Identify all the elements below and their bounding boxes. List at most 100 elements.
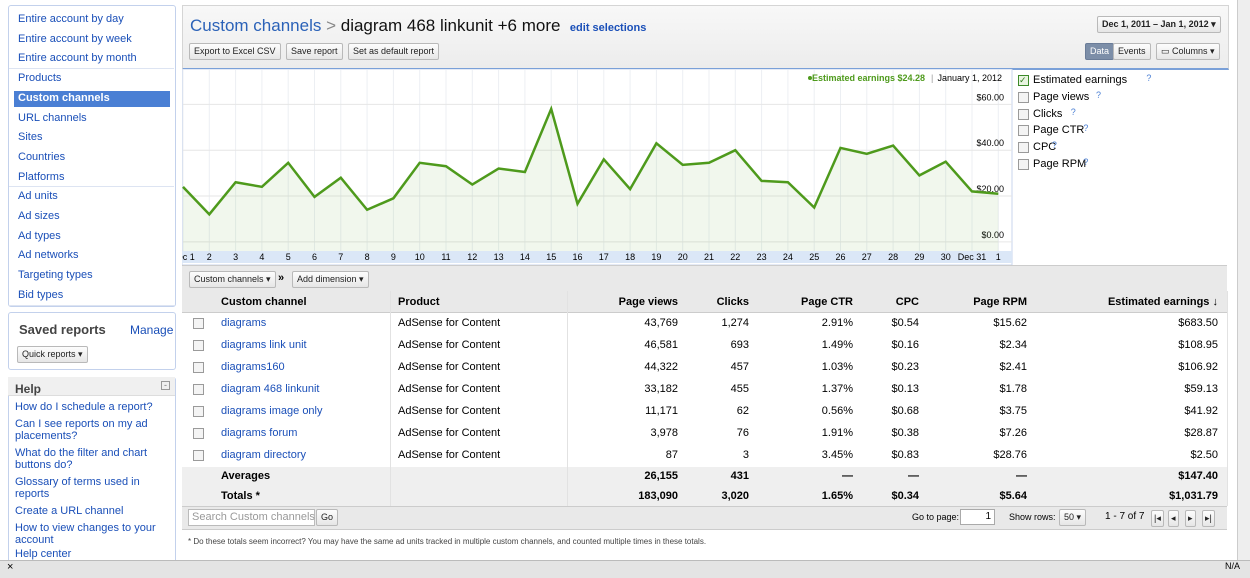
quick-reports-button[interactable]: Quick reports ▾ (17, 346, 88, 363)
metric-label: Page views (1033, 90, 1090, 103)
row-checkbox[interactable] (193, 362, 204, 373)
manage-link[interactable]: Manage (130, 323, 174, 337)
columns-button[interactable]: ▭ Columns ▾ (1156, 43, 1220, 60)
metric-checkbox[interactable] (1018, 125, 1029, 137)
label: Custom channels (194, 274, 264, 284)
channel-link[interactable]: diagrams (221, 317, 267, 329)
column-header[interactable]: Page CTR (801, 296, 853, 308)
metric-checkbox[interactable] (1018, 91, 1029, 103)
chart: Dec 123456789101112131415161718192021222… (182, 69, 1013, 265)
nav-link[interactable]: Ad units (18, 190, 58, 203)
column-header[interactable]: CPC (895, 296, 919, 308)
channel-link[interactable]: diagrams image only (221, 405, 323, 417)
row-checkbox[interactable] (193, 340, 204, 351)
table-cell: 62 (736, 405, 749, 417)
row-checkbox[interactable] (193, 406, 204, 417)
search-input[interactable]: Search Custom channels (188, 509, 315, 526)
toolbar-button[interactable]: Save report (286, 43, 343, 60)
summary-cell: 26,155 (644, 470, 678, 482)
help-link[interactable]: How do I schedule a report? (15, 401, 153, 413)
prev-page[interactable]: ◂ (1168, 510, 1179, 527)
nav-link[interactable]: Entire account by day (18, 13, 124, 25)
date-range-button[interactable]: Dec 1, 2011 – Jan 1, 2012 ▾ (1097, 16, 1221, 33)
collapse-icon[interactable]: - (161, 381, 170, 390)
table-cell: 46,581 (644, 339, 678, 351)
row-checkbox[interactable] (193, 318, 204, 329)
table-cell: AdSense for Content (398, 339, 501, 351)
nav-link[interactable]: URL channels (18, 111, 87, 124)
column-divider (390, 291, 391, 506)
page-input[interactable]: 1 (960, 509, 995, 525)
toolbar-button[interactable]: Set as default report (348, 43, 440, 60)
help-link[interactable]: Glossary of terms used in reports (15, 476, 140, 500)
metric-checkbox[interactable] (1018, 159, 1029, 170)
table-cell: 455 (730, 383, 749, 395)
annotation-date: January 1, 2012 (937, 73, 1002, 83)
table-row: diagram 468 linkunit AdSense for Content 3… (182, 379, 1227, 402)
table-cell: $108.95 (1178, 339, 1218, 351)
edit-link[interactable]: edit selections (569, 22, 647, 34)
nav-link[interactable]: Platforms (18, 170, 65, 183)
table-cell: $106.92 (1178, 361, 1218, 373)
help-link[interactable]: How to view changes to your account (15, 522, 156, 546)
table-cell: $0.23 (891, 361, 919, 373)
nav-link[interactable]: Ad types (18, 229, 61, 242)
x-tick-label: 20 (678, 252, 688, 262)
page-range: 1 - 7 of 7 (1105, 511, 1145, 522)
help-center-link[interactable]: Help center (15, 548, 72, 560)
close-icon[interactable]: × (7, 561, 14, 573)
row-checkbox[interactable] (193, 384, 204, 395)
table-cell: $0.68 (891, 405, 919, 417)
column-header[interactable]: Custom channel (221, 296, 307, 308)
metric-checkbox[interactable]: ✓ (1018, 75, 1029, 86)
row-checkbox[interactable] (193, 428, 204, 439)
x-tick-label: 27 (862, 252, 872, 262)
nav-link[interactable]: Bid types (18, 288, 64, 301)
table-cell: AdSense for Content (398, 427, 501, 439)
nav-link[interactable]: Entire account by month (18, 52, 137, 65)
column-divider (567, 291, 568, 506)
channel-link[interactable]: diagrams link unit (221, 339, 307, 351)
column-header[interactable]: Page views (618, 296, 678, 308)
help-link[interactable]: What do the filter and chart buttons do? (15, 447, 148, 471)
metric-checkbox[interactable] (1018, 108, 1029, 120)
nav-link[interactable]: Custom channels (14, 90, 170, 107)
nav-link[interactable]: Products (18, 72, 62, 85)
dimension-button[interactable]: Custom channels ▾ (189, 271, 276, 288)
first-page[interactable]: |◂ (1151, 510, 1164, 527)
x-tick-label: 16 (572, 252, 582, 262)
table-row: diagrams AdSense for Content 43,769 1,274 2.… (182, 313, 1227, 336)
data-tab[interactable]: Data (1085, 43, 1115, 60)
table-cell: 0.56% (821, 405, 853, 417)
column-header[interactable]: Product (398, 296, 440, 308)
table-cell: $28.87 (1184, 427, 1218, 439)
nav-link[interactable]: Entire account by week (18, 32, 132, 45)
channel-link[interactable]: diagrams forum (221, 427, 298, 439)
help-link[interactable]: Can I see reports on my ad placements? (15, 418, 148, 442)
go-button[interactable]: Go (316, 509, 339, 526)
row-checkbox[interactable] (193, 450, 204, 461)
rows-per-page-select[interactable]: 50 ▾ (1059, 509, 1087, 526)
add-dimension-button[interactable]: Add dimension ▾ (292, 271, 369, 288)
last-page[interactable]: ▸| (1202, 510, 1215, 527)
nav-link[interactable]: Targeting types (18, 269, 93, 282)
help-link[interactable]: Create a URL channel (15, 505, 124, 517)
toolbar-button[interactable]: Export to Excel CSV (189, 43, 281, 60)
channel-link[interactable]: diagrams160 (221, 361, 285, 373)
nav-link[interactable]: Ad sizes (18, 210, 60, 222)
nav-link[interactable]: Countries (18, 150, 66, 163)
column-header[interactable]: Estimated earnings ↓ (1107, 296, 1218, 308)
channel-link[interactable]: diagram 468 linkunit (221, 383, 320, 395)
nav-link[interactable]: Sites (18, 131, 43, 144)
nav-link[interactable]: Ad networks (18, 249, 79, 262)
y-tick-label: $20.00 (976, 184, 1004, 194)
table-cell: $0.38 (891, 427, 919, 439)
metric-checkbox[interactable] (1018, 142, 1029, 154)
next-page[interactable]: ▸ (1185, 510, 1196, 527)
column-header[interactable]: Page RPM (973, 296, 1027, 308)
events-tab[interactable]: Events (1113, 43, 1151, 60)
channel-link[interactable]: diagram directory (221, 449, 306, 461)
column-header[interactable]: Clicks (716, 296, 749, 308)
table-cell: 1.91% (821, 427, 853, 439)
scrollbar[interactable] (1237, 0, 1250, 560)
